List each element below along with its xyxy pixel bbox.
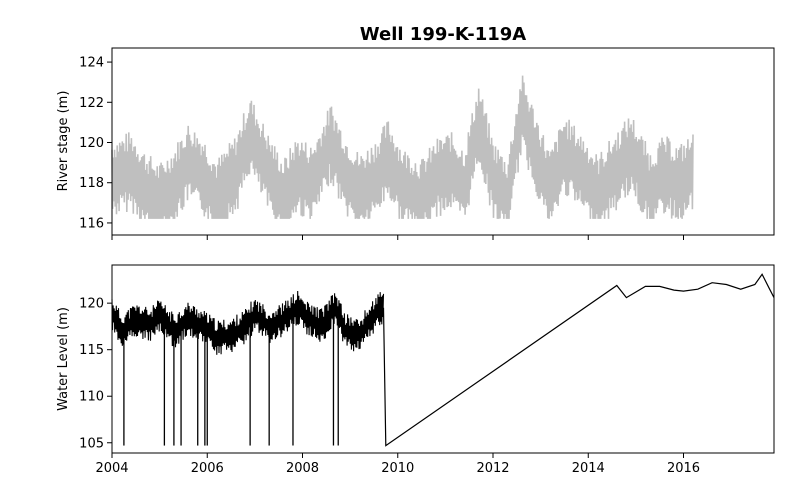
water-level-x-ticks: 2004 2006 2008 2010 2012 2014 2016 <box>95 453 700 476</box>
water-level-y-tick-label: 105 <box>79 436 104 451</box>
water-level-x-tick-label: 2010 <box>381 461 414 476</box>
water-level-x-tick-label: 2008 <box>286 461 319 476</box>
river-stage-y-tick-label: 118 <box>79 176 104 191</box>
river-stage-panel: 116 118 120 122 124 River stage (m) <box>56 47 775 240</box>
water-level-x-tick-label: 2004 <box>95 461 128 476</box>
water-level-y-tick-label: 110 <box>79 390 104 405</box>
water-level-line <box>111 290 385 355</box>
water-level-x-tick-label: 2006 <box>191 461 224 476</box>
water-level-axes-frame <box>111 264 775 454</box>
chart-title: Well 199-K-119A <box>360 24 526 45</box>
water-level-series <box>111 273 775 447</box>
river-stage-y-tick-label: 120 <box>79 136 104 151</box>
river-stage-y-ticks: 116 118 120 122 124 <box>79 56 112 231</box>
water-level-y-tick-label: 120 <box>79 297 104 312</box>
river-stage-x-ticks <box>111 235 685 240</box>
water-level-y-tick-label: 115 <box>79 343 104 358</box>
water-level-y-axis-label: Water Level (m) <box>56 307 71 411</box>
water-level-line <box>382 273 775 447</box>
water-level-y-ticks: 105 110 115 120 <box>79 297 112 451</box>
river-stage-line <box>111 75 694 219</box>
river-stage-series <box>111 75 694 219</box>
river-stage-y-tick-label: 116 <box>79 216 104 231</box>
river-stage-y-tick-label: 122 <box>79 96 104 111</box>
river-stage-axes-frame <box>111 47 775 236</box>
river-stage-y-tick-label: 124 <box>79 56 104 71</box>
river-stage-y-axis-label: River stage (m) <box>56 91 71 192</box>
water-level-x-tick-label: 2012 <box>476 461 509 476</box>
water-level-panel: 105 110 115 120 2004 2006 2008 2010 2012 2014 201… <box>56 264 775 476</box>
water-level-x-tick-label: 2016 <box>667 461 700 476</box>
water-level-x-tick-label: 2014 <box>572 461 605 476</box>
